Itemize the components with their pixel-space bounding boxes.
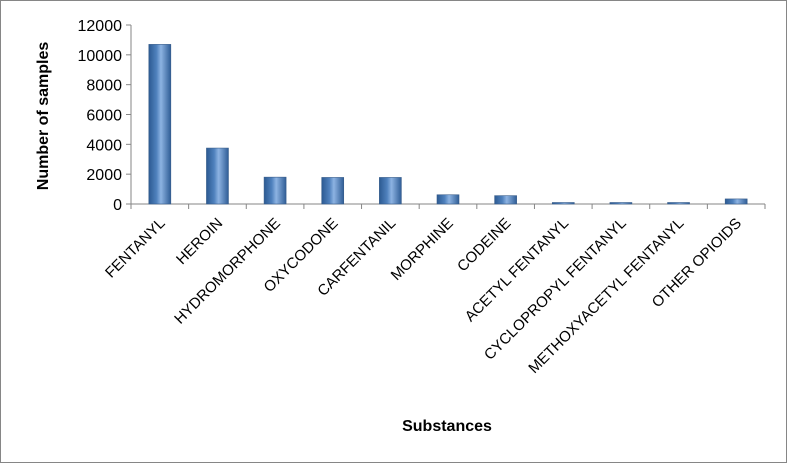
- x-tick-label: ACETYL FENTANYL: [462, 215, 572, 325]
- x-axis: [130, 203, 766, 209]
- y-tick-label: 6000: [86, 108, 122, 125]
- x-tick-label: HEROIN: [173, 215, 226, 268]
- bar: [436, 194, 460, 205]
- bar: [379, 177, 402, 205]
- bar: [206, 147, 229, 205]
- x-axis-title: Substances: [402, 418, 492, 435]
- bars: [148, 44, 748, 205]
- y-tick-label: 2000: [86, 167, 122, 184]
- y-tick-label: 10000: [78, 48, 123, 65]
- bar: [263, 176, 287, 205]
- bar: [724, 198, 748, 205]
- bar: [494, 195, 517, 205]
- x-tick-label: FENTANYL: [102, 215, 169, 282]
- x-tick-label: MORPHINE: [388, 215, 457, 284]
- y-tick-label: 4000: [86, 137, 122, 154]
- y-tick-label: 0: [113, 197, 122, 214]
- bar: [551, 202, 575, 205]
- bar: [321, 177, 345, 205]
- bar: [148, 44, 172, 205]
- x-tick-label: CODEINE: [454, 215, 514, 275]
- x-tick-label: HYDROMORPHONE: [171, 215, 284, 328]
- y-tick-label: 12000: [78, 18, 123, 35]
- y-axis: 0 2000 4000 6000 8000 10000 12000: [78, 18, 132, 214]
- category-labels: FENTANYL HEROINHYDROMORPHONEOXYCODONECARF…: [102, 215, 745, 377]
- y-axis-title: Number of samples: [35, 42, 52, 191]
- bar: [667, 202, 690, 205]
- bar: [609, 202, 633, 205]
- y-tick-label: 8000: [86, 78, 122, 95]
